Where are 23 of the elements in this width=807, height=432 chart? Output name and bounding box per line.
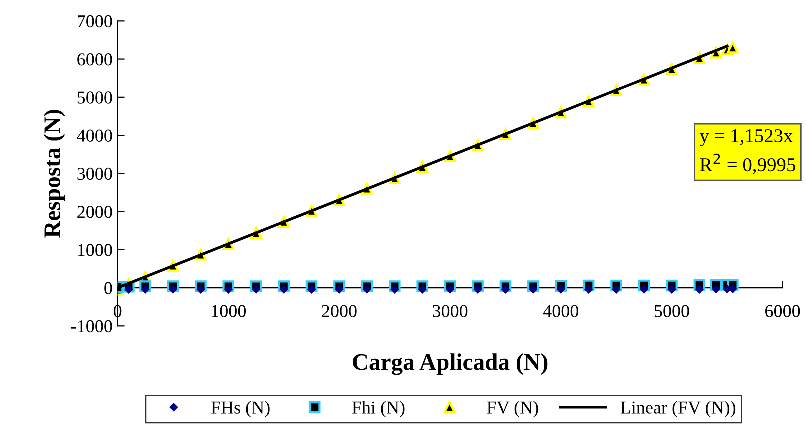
x-tick-label: 5000 <box>654 305 690 318</box>
y-tick-label: 1000 <box>78 244 112 256</box>
x-tick-label: 1000 <box>212 305 246 318</box>
x-tick-label: 4000 <box>543 305 578 318</box>
x-tick-label: 6000 <box>766 305 800 318</box>
point <box>727 42 739 54</box>
x-axis-title: Carga Aplicada (N) <box>353 354 548 376</box>
y-tick-label: 0 <box>104 282 112 294</box>
legend-label: FHs (N) <box>211 401 270 418</box>
y-tick-label: -1000 <box>72 320 112 333</box>
x-tick-label: 3000 <box>433 305 468 318</box>
legend-label: Linear (FV (N)) <box>620 401 736 418</box>
y-tick-label: 4000 <box>77 130 112 142</box>
y-tick-label: 6000 <box>78 54 112 66</box>
legend-label: FV (N) <box>487 401 538 418</box>
x-tick-label: 2000 <box>322 305 357 318</box>
y-axis-title: Resposta (N) <box>44 110 66 238</box>
y-tick-label: 7000 <box>78 15 112 28</box>
y-tick-label: 3000 <box>78 168 112 180</box>
y-tick-label: 2000 <box>78 206 112 218</box>
y-tick-label: 5000 <box>78 92 112 104</box>
annotation: y = 1,1523x R$^{2}$ = 0,9995 <box>700 129 796 174</box>
legend-label: Fhi (N) <box>352 401 405 418</box>
